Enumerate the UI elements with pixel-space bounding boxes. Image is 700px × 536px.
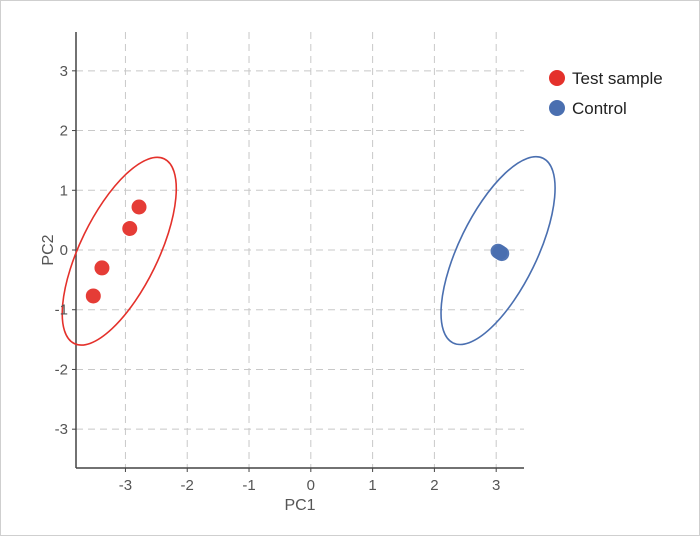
y-tick-label: 3 xyxy=(60,63,68,80)
y-axis-title: PC2 xyxy=(40,234,57,265)
legend-marker-test-sample xyxy=(549,70,565,86)
data-point-test-sample xyxy=(94,260,110,276)
data-points xyxy=(85,199,510,304)
legend-label-test-sample: Test sample xyxy=(572,69,663,88)
y-tick-label: 1 xyxy=(60,182,68,199)
x-tick-label: 1 xyxy=(368,477,376,494)
legend: Test sample Control xyxy=(549,69,663,118)
x-tick-label: 0 xyxy=(307,477,315,494)
x-tick-label: -2 xyxy=(181,477,194,494)
gridlines xyxy=(76,32,524,468)
data-point-test-sample xyxy=(122,220,138,236)
y-tick-label: -3 xyxy=(55,421,68,438)
y-tick-label: 0 xyxy=(60,242,68,259)
legend-marker-control xyxy=(549,100,565,116)
confidence-ellipses xyxy=(61,155,556,346)
ellipse-control xyxy=(440,155,556,346)
y-tick-label: -2 xyxy=(55,361,68,378)
x-axis-title: PC1 xyxy=(284,497,315,514)
ellipse-test-sample xyxy=(61,156,178,346)
y-tick-label: -1 xyxy=(55,302,68,319)
data-point-test-sample xyxy=(131,199,147,215)
x-tick-label: 3 xyxy=(492,477,500,494)
x-tick-label: 2 xyxy=(430,477,438,494)
y-tick-label: 2 xyxy=(60,123,68,140)
axes xyxy=(72,32,524,472)
x-tick-label: -3 xyxy=(119,477,132,494)
legend-label-control: Control xyxy=(572,99,627,118)
x-tick-label: -1 xyxy=(242,477,255,494)
data-point-control xyxy=(492,244,508,260)
data-point-test-sample xyxy=(85,288,101,304)
tick-labels: -3 -2 -1 0 1 2 3 -3 -2 -1 0 1 2 3 xyxy=(55,63,501,494)
